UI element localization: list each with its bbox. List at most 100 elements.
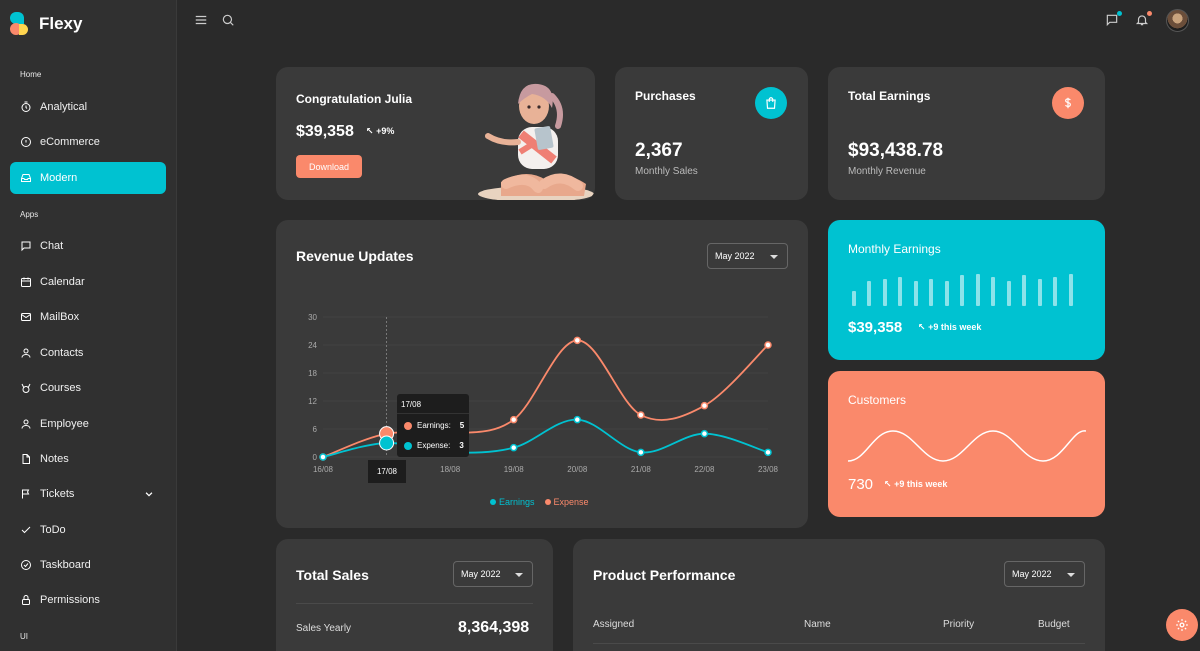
- purchases-value: 2,367: [635, 140, 683, 161]
- chat-icon: [21, 241, 31, 252]
- legend-earnings-label: Earnings: [499, 497, 535, 507]
- legend-expense[interactable]: Expense: [544, 497, 589, 507]
- sales-yearly-value: 8,364,398: [458, 619, 530, 636]
- sidebar-item-calendar[interactable]: Calendar: [10, 266, 166, 298]
- column-header-name[interactable]: Name: [804, 619, 831, 630]
- earnings-bar: [991, 277, 996, 306]
- chevron-down-icon[interactable]: [144, 489, 154, 499]
- topbar: [177, 0, 1200, 40]
- settings-button[interactable]: [1166, 609, 1198, 641]
- caret-down-icon: [515, 573, 523, 577]
- sidebar-item-modern[interactable]: Modern: [10, 162, 166, 194]
- sidebar-item-label: Permissions: [40, 594, 100, 606]
- earnings-point: [509, 443, 518, 452]
- column-header-budget[interactable]: Budget: [1038, 619, 1070, 630]
- brand-logo-icon: [10, 12, 31, 36]
- info-icon: [21, 137, 31, 147]
- nav-section-apps: Apps: [20, 210, 39, 219]
- expense-point: [700, 401, 709, 410]
- tooltip-expense-label: Expense:: [417, 441, 451, 450]
- total-sales-select-value: May 2022: [461, 569, 501, 579]
- message-icon[interactable]: [1105, 13, 1119, 27]
- user-icon: [21, 419, 31, 429]
- sales-yearly-label: Sales Yearly: [296, 623, 352, 634]
- sidebar-item-label: Modern: [40, 172, 78, 184]
- sidebar-item-tickets[interactable]: Tickets: [10, 478, 166, 510]
- total-earnings-subtitle: Monthly Revenue: [848, 166, 926, 177]
- sidebar-item-contacts[interactable]: Contacts: [10, 337, 166, 369]
- character-illustration: [478, 83, 594, 200]
- expense-point: [637, 411, 645, 419]
- customers-value: 730: [848, 476, 874, 493]
- total-earnings-card: Total Earnings $93,438.78 Monthly Revenu…: [828, 67, 1105, 200]
- sidebar-item-label: Courses: [40, 382, 81, 394]
- sidebar-item-analytical[interactable]: Analytical: [10, 91, 166, 123]
- x-tick-label: 21/08: [631, 465, 652, 474]
- earnings-point: [700, 429, 709, 438]
- revenue-updates-card: Revenue Updates May 2022: [276, 220, 808, 528]
- sidebar-item-mailbox[interactable]: MailBox: [10, 301, 166, 333]
- revenue-month-select[interactable]: May 2022: [707, 243, 788, 269]
- award-icon: [21, 383, 31, 393]
- shopping-bag-icon: [766, 97, 776, 109]
- sidebar-item-notes[interactable]: Notes: [10, 443, 166, 475]
- avatar[interactable]: [1166, 9, 1189, 32]
- chart-x-tooltip: 17/08: [368, 460, 406, 483]
- purchases-icon-button[interactable]: [755, 87, 787, 119]
- y-tick-label: 6: [313, 425, 318, 434]
- earnings-bar: [1006, 280, 1011, 306]
- column-header-assigned[interactable]: Assigned: [593, 619, 635, 630]
- flag-icon: [22, 489, 30, 499]
- download-button[interactable]: Download: [296, 155, 362, 178]
- x-tick-label: 19/08: [504, 465, 525, 474]
- earnings-bar: [913, 280, 918, 306]
- total-sales-month-select[interactable]: May 2022: [453, 561, 533, 587]
- customers-wave: [848, 430, 1086, 462]
- legend-expense-label: Expense: [553, 497, 589, 507]
- nav-section-home: Home: [20, 70, 42, 79]
- menu-icon[interactable]: [194, 13, 208, 27]
- sidebar-item-label: Employee: [40, 418, 89, 430]
- y-tick-label: 0: [313, 453, 318, 462]
- column-header-priority[interactable]: Priority: [943, 619, 975, 630]
- earnings-bar: [960, 275, 965, 306]
- tooltip-swatch: [404, 441, 412, 450]
- sidebar-item-employee[interactable]: Employee: [10, 408, 166, 440]
- earnings-point: [573, 415, 582, 424]
- brand[interactable]: Flexy: [10, 12, 82, 36]
- sidebar-item-todo[interactable]: ToDo: [10, 514, 166, 546]
- bell-icon[interactable]: [1135, 13, 1149, 27]
- expense-point: [764, 341, 772, 349]
- earnings-point: [379, 435, 395, 451]
- sidebar-item-permissions[interactable]: Permissions: [10, 584, 166, 616]
- expense-point: [509, 415, 518, 424]
- monthly-earnings-card: Monthly Earnings $39,358 ↖ +9 this week: [828, 220, 1105, 360]
- earnings-point: [319, 453, 327, 461]
- x-tick-label: 16/08: [313, 465, 334, 474]
- x-tick-label: 18/08: [440, 465, 461, 474]
- y-tick-label: 18: [308, 369, 317, 378]
- total-sales-card: Total Sales May 2022 Sales Yearly 8,364,…: [276, 539, 553, 651]
- sidebar-item-courses[interactable]: Courses: [10, 372, 166, 404]
- sidebar-item-chat[interactable]: Chat: [10, 230, 166, 262]
- sidebar-item-ecommerce[interactable]: eCommerce: [10, 126, 166, 158]
- sidebar-item-label: Taskboard: [40, 559, 91, 571]
- sidebar-item-label: MailBox: [40, 311, 80, 323]
- sidebar-item-label: Tickets: [40, 488, 75, 500]
- purchases-title: Purchases: [635, 89, 696, 103]
- earnings-bar: [1037, 278, 1042, 306]
- search-icon[interactable]: [221, 13, 235, 27]
- arrow-up-left-icon: ↖: [366, 126, 374, 136]
- tooltip-swatch: [404, 421, 412, 430]
- tooltip-date: 17/08: [401, 400, 422, 409]
- earnings-bar: [898, 277, 903, 306]
- legend-earnings[interactable]: Earnings: [490, 497, 535, 507]
- chart-legend: Earnings Expense: [490, 497, 589, 507]
- sidebar: Flexy Home Analytical eCommerce Modern A…: [0, 0, 177, 651]
- product-performance-month-select[interactable]: May 2022: [1004, 561, 1085, 587]
- gear-icon: [1176, 619, 1188, 631]
- earnings-bar: [882, 278, 887, 306]
- earnings-icon-button[interactable]: [1052, 87, 1084, 119]
- earnings-bar: [944, 280, 949, 306]
- sidebar-item-taskboard[interactable]: Taskboard: [10, 549, 166, 581]
